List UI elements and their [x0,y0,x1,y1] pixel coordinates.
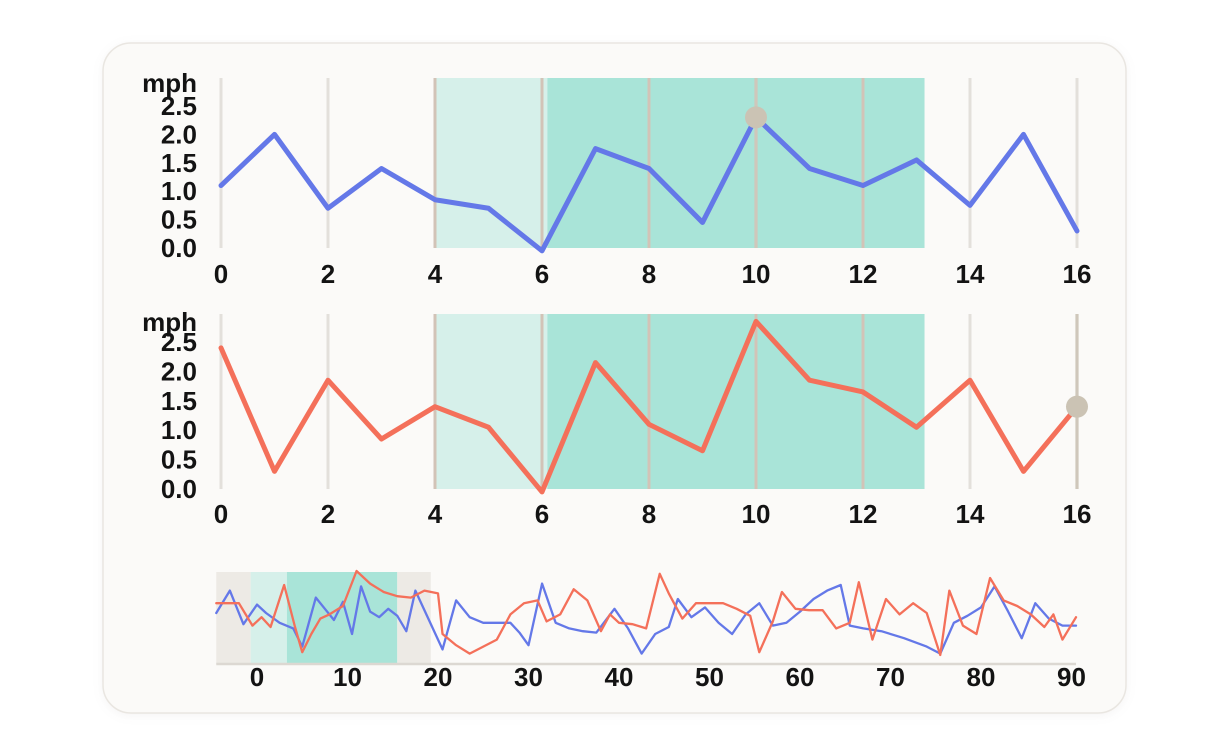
x-tick-label: 16 [1063,499,1092,529]
brush-region-gray[interactable] [397,572,431,664]
highlight-region-teal [547,78,925,248]
y-tick-label: 1.5 [161,386,197,416]
x-tick-label: 0 [214,499,228,529]
overview-x-tick-label: 90 [1057,662,1086,692]
series-line-speed-b [218,318,1080,495]
cursor-dot[interactable] [745,106,767,129]
x-tick-label: 14 [956,499,985,529]
x-tick-label: 4 [428,259,443,289]
y-axis-unit-label: mph [142,307,197,337]
series-line-speed-a [218,114,1080,254]
overview-series-line-speed-b [215,569,1078,657]
y-axis-unit-label: mph [142,68,197,98]
x-tick-label: 8 [642,499,656,529]
overview-x-tick-label: 50 [695,662,724,692]
y-tick-label: 0.5 [161,205,197,235]
x-tick-label: 10 [742,259,771,289]
overview-x-tick-label: 0 [250,662,264,692]
y-tick-label: 0.0 [161,233,197,263]
highlight-region-mint [435,314,548,489]
brush-region-mint[interactable] [250,572,287,664]
overview-x-tick-label: 70 [876,662,905,692]
x-tick-label: 0 [214,259,228,289]
cursor-dot[interactable] [1066,395,1088,418]
overview-x-tick-label: 20 [424,662,453,692]
y-tick-label: 2.5 [161,91,197,121]
x-tick-label: 8 [642,259,656,289]
overview-x-tick-label: 40 [605,662,634,692]
x-tick-label: 12 [849,259,878,289]
overview-brush-chart: 0 10 20 30 40 50 60 70 80 90 [215,569,1086,692]
x-tick-label: 6 [535,499,549,529]
y-tick-label: 2.5 [161,327,197,357]
brush-region-gray[interactable] [216,572,251,664]
highlight-region-teal [547,314,925,489]
y-tick-label: 2.0 [161,119,197,149]
x-tick-label: 4 [428,499,443,529]
y-tick-label: 1.0 [161,415,197,445]
overview-x-tick-label: 60 [786,662,815,692]
overview-x-tick-label: 80 [967,662,996,692]
x-tick-label: 12 [849,499,878,529]
y-tick-label: 2.0 [161,356,197,386]
x-tick-label: 6 [535,259,549,289]
highlight-region-mint [435,78,548,248]
overview-x-tick-label: 10 [333,662,362,692]
x-tick-label: 16 [1063,259,1092,289]
x-tick-label: 10 [742,499,771,529]
x-tick-label: 14 [956,259,985,289]
y-tick-label: 1.0 [161,176,197,206]
overview-x-tick-label: 30 [514,662,543,692]
y-tick-label: 1.5 [161,148,197,178]
x-tick-label: 2 [321,499,335,529]
y-tick-label: 0.0 [161,474,197,504]
x-tick-label: 2 [321,259,335,289]
y-tick-label: 0.5 [161,445,197,475]
